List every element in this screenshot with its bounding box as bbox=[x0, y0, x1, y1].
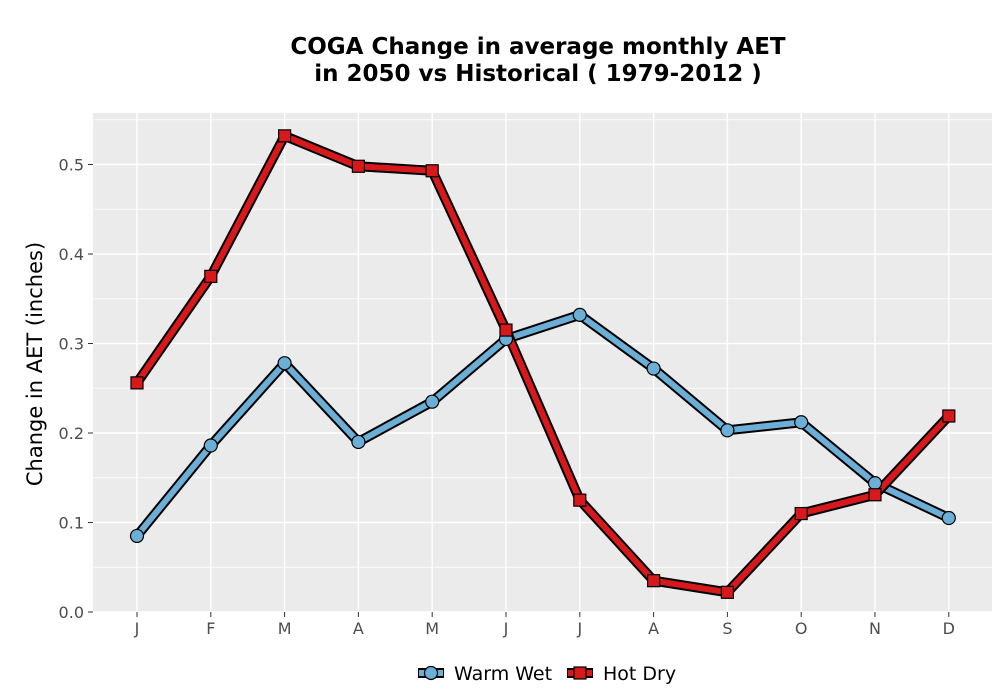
warm-wet-point bbox=[572, 307, 587, 322]
legend: Warm Wet Hot Dry bbox=[418, 663, 676, 685]
hot-dry-point bbox=[720, 585, 735, 599]
legend-item-warm-wet: Warm Wet bbox=[418, 663, 552, 685]
hot-dry-point bbox=[573, 493, 587, 507]
warm-wet-point bbox=[867, 476, 883, 491]
hot-dry-point bbox=[130, 376, 144, 390]
warm-wet-point bbox=[794, 415, 809, 430]
chart-title-line2: in 2050 vs Historical ( 1979-2012 ) bbox=[314, 61, 761, 87]
y-axis: 0.0 0.1 0.2 0.3 0.4 0.5 bbox=[59, 156, 93, 622]
legend-key-marker bbox=[573, 666, 587, 680]
chart-title-line1: COGA Change in average monthly AET bbox=[290, 34, 786, 60]
warm-wet-point bbox=[646, 361, 661, 376]
warm-wet-point bbox=[941, 510, 956, 526]
warm-wet-point bbox=[720, 423, 735, 438]
x-tick-label: D bbox=[943, 619, 955, 638]
x-tick-label: O bbox=[795, 619, 808, 638]
legend-label: Hot Dry bbox=[603, 663, 676, 685]
x-tick-label: M bbox=[425, 619, 439, 638]
y-tick-label: 0.1 bbox=[59, 514, 84, 533]
legend-label: Warm Wet bbox=[454, 663, 552, 685]
legend-key-marker bbox=[423, 665, 439, 681]
legend-item-hot-dry: Hot Dry bbox=[567, 663, 676, 685]
hot-dry-point bbox=[868, 488, 882, 502]
x-tick-label: J bbox=[503, 619, 509, 638]
hot-dry-point bbox=[499, 323, 513, 337]
series-lines bbox=[132, 130, 953, 598]
series-markers bbox=[129, 129, 956, 599]
x-tick-label: S bbox=[722, 619, 732, 638]
y-tick-label: 0.5 bbox=[59, 156, 84, 175]
hot-dry-point bbox=[794, 506, 808, 521]
x-tick-label: J bbox=[134, 619, 140, 638]
x-tick-label: N bbox=[869, 619, 881, 638]
warm-wet-point bbox=[129, 528, 145, 544]
plot-panel bbox=[93, 113, 992, 612]
warm-wet-point bbox=[425, 394, 440, 409]
x-tick-label: A bbox=[353, 619, 364, 638]
warm-wet-point bbox=[351, 434, 366, 450]
warm-wet-line bbox=[134, 311, 951, 538]
hot-dry-point bbox=[278, 129, 292, 143]
x-tick-label: J bbox=[576, 619, 582, 638]
hot-dry-point bbox=[942, 409, 956, 423]
y-axis-label: Change in AET (inches) bbox=[23, 242, 47, 486]
y-tick-label: 0.3 bbox=[59, 335, 84, 354]
y-tick-label: 0.4 bbox=[59, 245, 84, 264]
y-tick-label: 0.0 bbox=[59, 603, 84, 622]
x-tick-label: A bbox=[648, 619, 659, 638]
y-tick-label: 0.2 bbox=[59, 424, 84, 443]
warm-wet-point bbox=[203, 438, 218, 453]
hot-dry-point bbox=[204, 269, 218, 283]
grid-lines bbox=[93, 113, 992, 613]
warm-wet-point bbox=[277, 356, 292, 371]
x-tick-label: M bbox=[278, 619, 292, 638]
hot-dry-point bbox=[351, 159, 365, 173]
hot-dry-point bbox=[646, 574, 661, 588]
hot-dry-line bbox=[134, 132, 951, 596]
hot-dry-point bbox=[425, 164, 439, 178]
x-tick-label: F bbox=[206, 619, 215, 638]
